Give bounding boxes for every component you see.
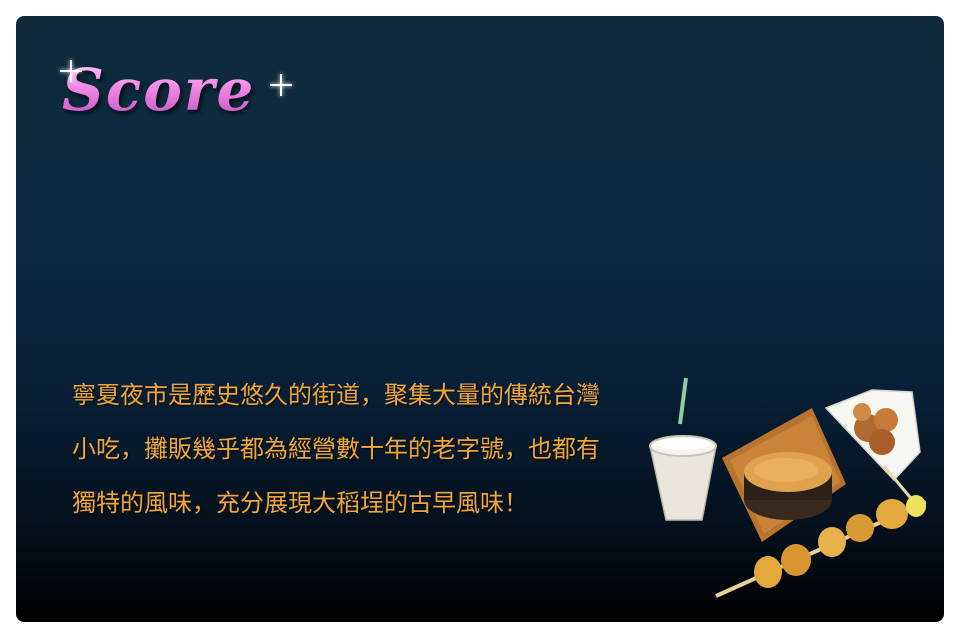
score-panel: Score 寧夏夜市是歷史悠久的街道，聚集大量的傳統台灣小吃，攤販幾乎都為經營數… xyxy=(16,16,944,622)
skewer-icon xyxy=(715,495,926,598)
sparkle-icon xyxy=(270,74,292,96)
score-title: Score xyxy=(62,56,256,124)
description-text: 寧夏夜市是歷史悠久的街道，聚集大量的傳統台灣小吃，攤販幾乎都為經營數十年的老字號… xyxy=(72,381,600,517)
drink-cup-icon xyxy=(649,377,717,521)
fried-chicken-icon xyxy=(824,389,921,503)
pudding-cake-icon xyxy=(722,408,846,542)
sparkle-icon xyxy=(60,60,82,82)
food-illustration xyxy=(649,377,926,598)
